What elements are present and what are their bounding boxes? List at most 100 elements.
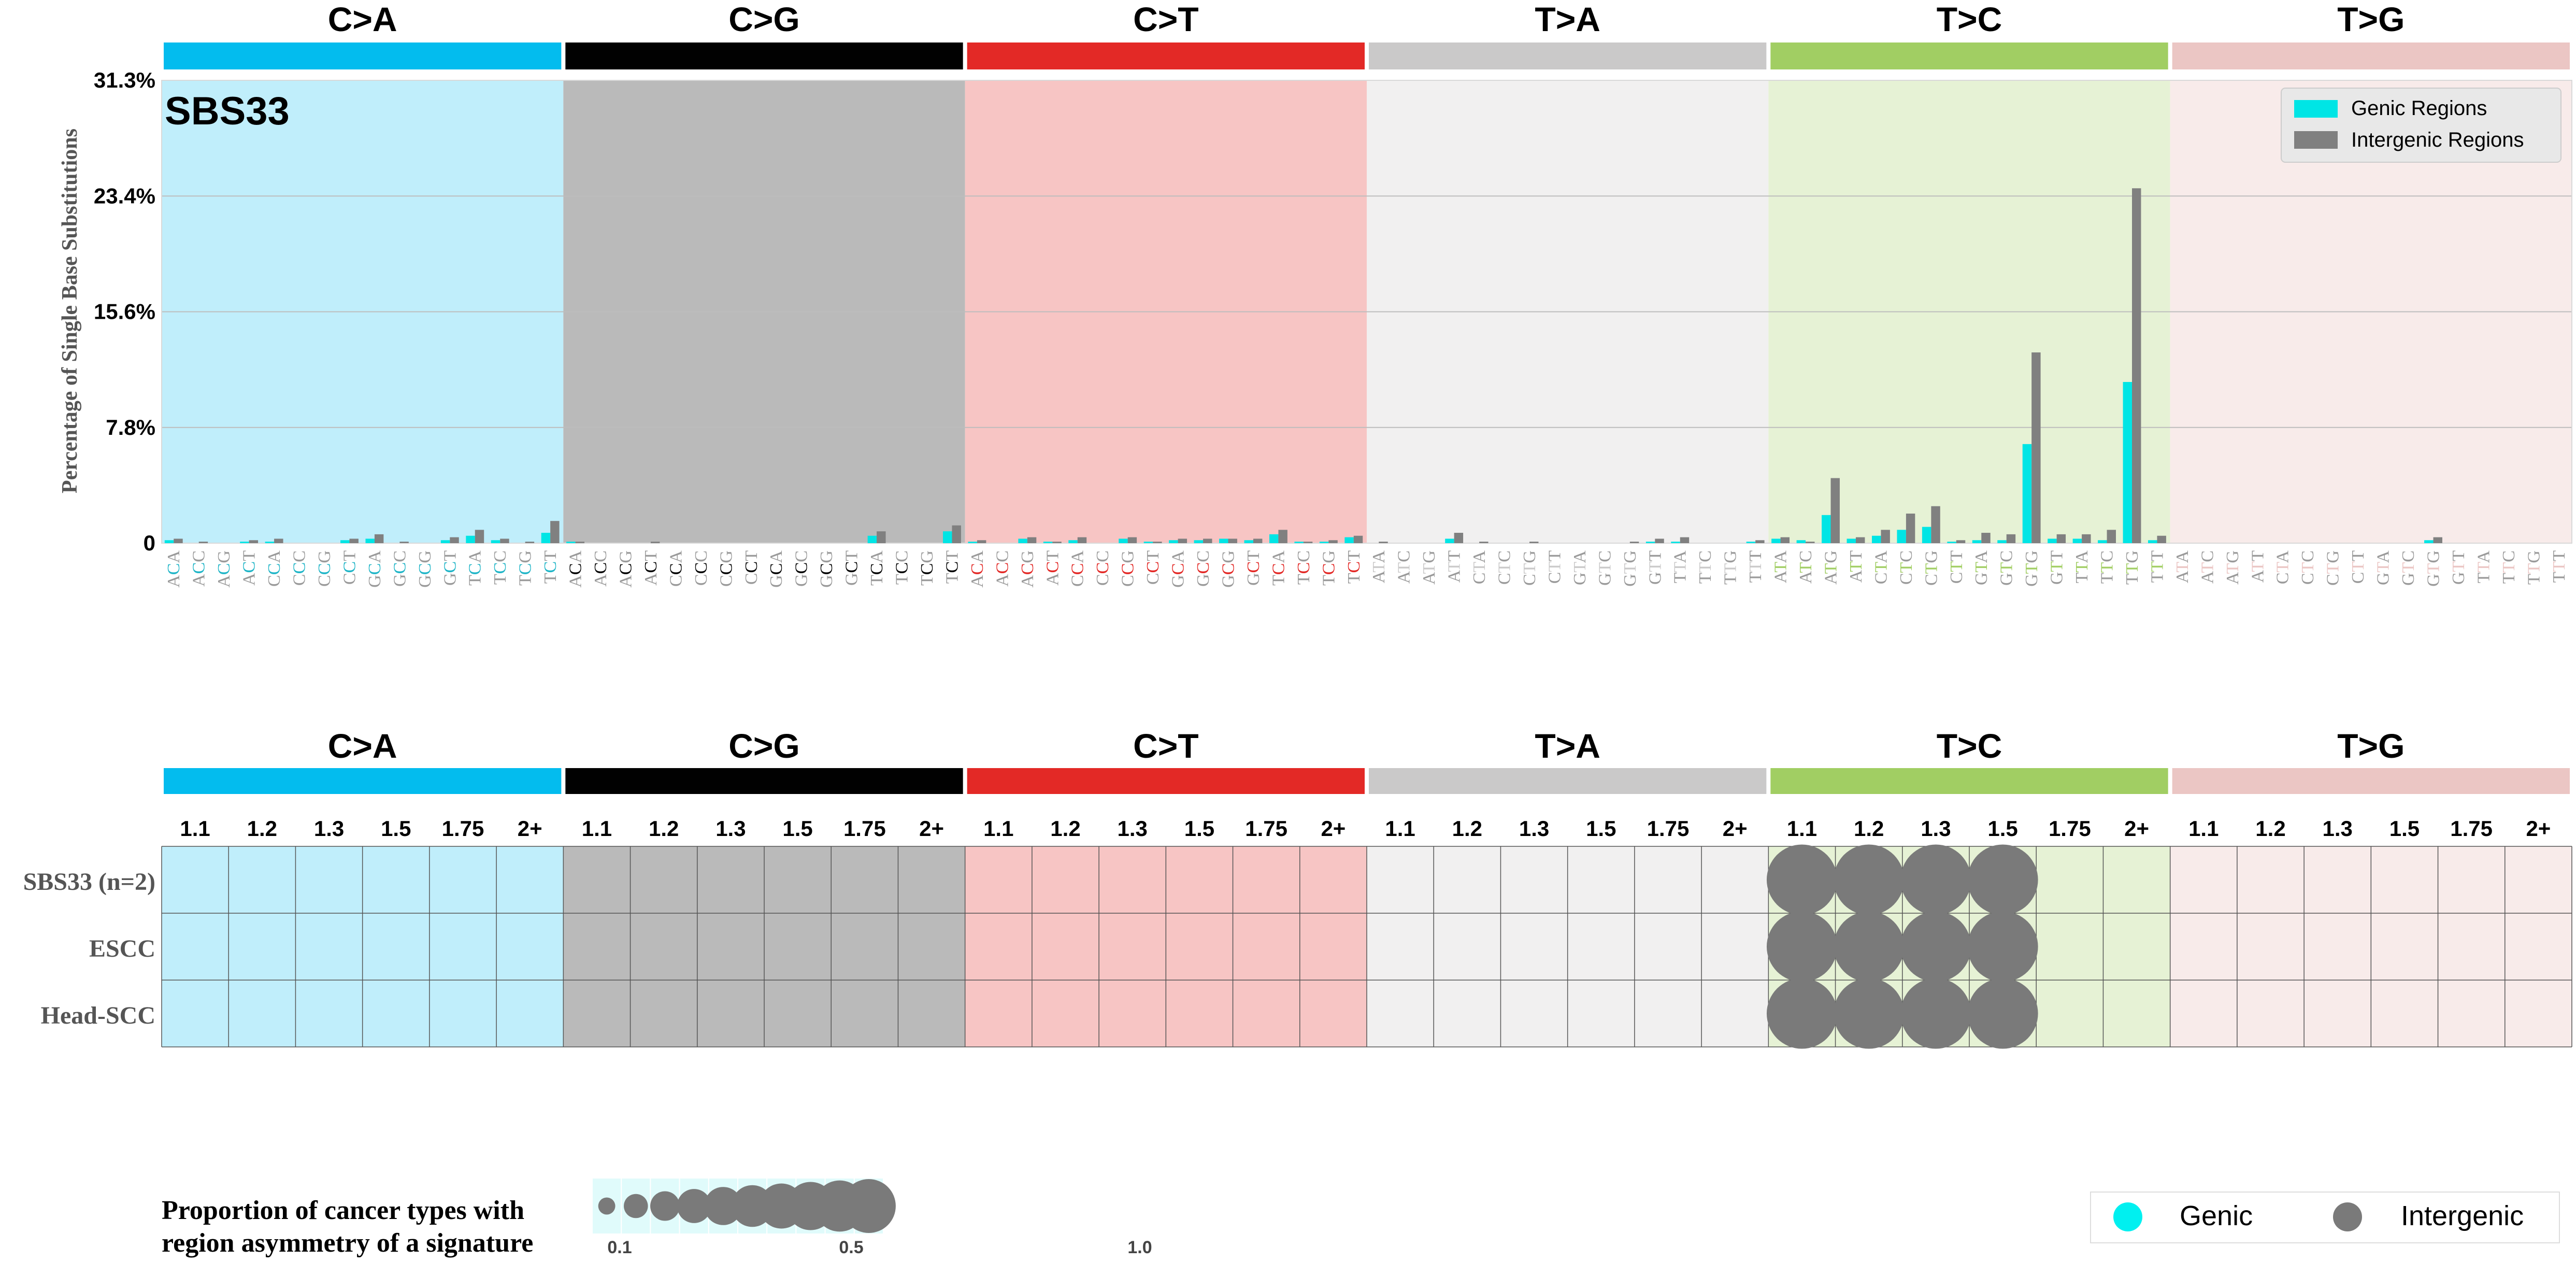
region-legend: Genic Intergenic	[2090, 1192, 2560, 1243]
bottom-header-bar-t-to-g	[2172, 768, 2570, 794]
x-tick-label: ATA	[1771, 550, 1791, 584]
x-tick-label: ATA	[2173, 550, 2192, 584]
size-legend-bubble	[841, 1179, 896, 1233]
size-legend: Proportion of cancer types with region a…	[162, 1178, 1152, 1258]
y-axis-ticks: 0 7.8% 15.6% 23.4% 31.3%	[94, 68, 155, 555]
column-label: 2+	[2526, 816, 2551, 841]
bar-intergenic	[1027, 537, 1037, 543]
intergenic-legend-swatch	[2294, 131, 2338, 149]
column-label: 1.75	[442, 816, 484, 841]
bottom-header-bar-c-to-t	[967, 768, 1365, 794]
x-tick-label: GCT	[842, 550, 862, 586]
x-tick-label: TTA	[1671, 550, 1690, 584]
bar-genic	[2123, 382, 2133, 543]
column-label: 1.5	[381, 816, 411, 841]
size-legend-bubble	[704, 1187, 742, 1225]
bar-intergenic	[1931, 506, 1940, 543]
bar-genic	[1043, 542, 1053, 543]
column-label: 1.3	[314, 816, 344, 841]
x-tick-label: CCT	[340, 550, 359, 585]
x-tick-label: GCG	[817, 550, 836, 588]
x-tick-label: CCA	[265, 550, 284, 587]
bar-intergenic	[2157, 535, 2166, 543]
bar-legend: Genic Regions Intergenic Regions	[2281, 88, 2561, 163]
column-label: 1.3	[715, 816, 746, 841]
bar-genic	[1922, 527, 1931, 543]
column-label: 1.3	[1519, 816, 1549, 841]
bar-intergenic	[274, 538, 283, 543]
column-label: 1.75	[843, 816, 886, 841]
bar-genic	[2048, 538, 2057, 543]
size-legend-cells	[592, 1178, 896, 1235]
bar-intergenic	[1454, 533, 1464, 543]
bar-intergenic	[1052, 542, 1062, 543]
bubble-intergenic	[1834, 978, 1905, 1049]
bar-genic	[2424, 540, 2434, 543]
bar-intergenic	[1379, 542, 1388, 543]
x-tick-label: ATT	[1445, 550, 1464, 583]
bar-intergenic	[198, 542, 208, 543]
x-tick-label: TTT	[2148, 550, 2167, 583]
x-tick-label: GTT	[1645, 550, 1665, 585]
bar-genic	[2072, 538, 2082, 543]
bubble-intergenic	[1834, 911, 1905, 982]
bar-intergenic	[877, 531, 886, 543]
bar-genic	[1871, 535, 1881, 543]
column-label: 1.2	[1452, 816, 1482, 841]
top-header-label-t-to-g: T>G	[2337, 0, 2405, 38]
column-label: 1.3	[2323, 816, 2353, 841]
bar-intergenic	[1529, 542, 1539, 543]
bar-genic	[867, 535, 877, 543]
x-tick-label: GCG	[1219, 550, 1238, 588]
x-tick-label: ATT	[2248, 550, 2267, 583]
top-header-label-c-to-a: C>A	[328, 0, 397, 38]
top-header-label-t-to-a: T>A	[1535, 0, 1600, 38]
x-tick-label: TCA	[867, 550, 886, 586]
size-legend-bubble	[598, 1197, 616, 1215]
x-tick-label: CTT	[2349, 550, 2368, 584]
size-legend-title-2: region asymmetry of a signature	[162, 1228, 533, 1258]
top-header-bar-c-to-g	[565, 42, 963, 69]
bar-genic	[1847, 538, 1856, 543]
x-tick-label: ATA	[1369, 550, 1389, 584]
bar-intergenic	[977, 540, 986, 543]
x-tick-label: TCT	[541, 550, 560, 584]
x-tick-label: ACG	[214, 550, 234, 588]
bar-intergenic	[1629, 542, 1639, 543]
bar-intergenic	[1253, 538, 1263, 543]
bar-genic	[1294, 542, 1304, 543]
column-label: 2+	[2124, 816, 2149, 841]
bar-genic	[1269, 534, 1279, 543]
top-header-bar-c-to-a	[164, 42, 562, 69]
bubble-intergenic	[1967, 844, 2038, 915]
bar-genic	[164, 540, 174, 543]
bar-intergenic	[1153, 542, 1162, 543]
bar-intergenic	[650, 542, 660, 543]
bar-intergenic	[2031, 352, 2041, 543]
size-legend-label-mid: 0.5	[839, 1238, 863, 1257]
x-tick-label: ATG	[2223, 550, 2242, 585]
bar-intergenic	[1178, 538, 1187, 543]
bar-legend-box	[2281, 88, 2561, 163]
bar-intergenic	[1328, 540, 1338, 543]
x-tick-label: TTG	[2524, 550, 2543, 585]
bar-intergenic	[1680, 537, 1690, 543]
genic-legend-label: Genic Regions	[2351, 97, 2487, 120]
x-tick-label: TCG	[918, 550, 937, 586]
x-tick-label: GTT	[2449, 550, 2468, 585]
x-tick-label: ACG	[1018, 550, 1037, 588]
column-label: 1.2	[649, 816, 679, 841]
bar-intergenic	[1303, 542, 1313, 543]
bar-genic	[1445, 538, 1454, 543]
x-tick-label: CCA	[1068, 550, 1087, 587]
size-legend-title-1: Proportion of cancer types with	[162, 1196, 524, 1225]
x-tick-label: CTA	[2273, 550, 2293, 585]
x-tick-label: TCA	[1269, 550, 1288, 586]
bottom-header-label-t-to-c: T>C	[1937, 727, 2002, 765]
bar-genic	[2098, 540, 2107, 543]
bar-intergenic	[1806, 542, 1815, 543]
y-tick-label: 31.3%	[94, 68, 155, 92]
bubble-intergenic	[1766, 844, 1837, 915]
column-label: 1.5	[1184, 816, 1214, 841]
x-tick-label: GTC	[1595, 550, 1614, 586]
